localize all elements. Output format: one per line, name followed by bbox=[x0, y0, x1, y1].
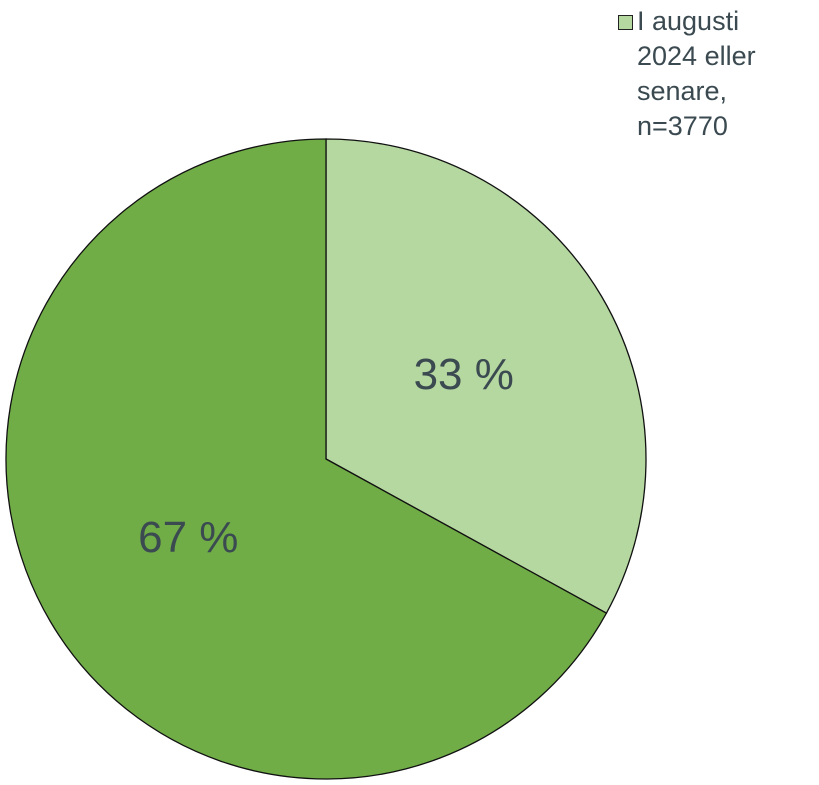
legend-item: I augusti 2024 eller senare, n=3770 bbox=[618, 4, 808, 144]
pie-slice bbox=[325, 138, 647, 615]
legend-label: I augusti 2024 eller senare, n=3770 bbox=[637, 6, 756, 141]
slice-label: 33 % bbox=[414, 350, 514, 399]
legend: I augusti 2024 eller senare, n=3770 bbox=[618, 4, 808, 144]
legend-swatch bbox=[618, 15, 633, 30]
pie-slice bbox=[5, 138, 608, 780]
slice-label: 67 % bbox=[138, 513, 238, 562]
